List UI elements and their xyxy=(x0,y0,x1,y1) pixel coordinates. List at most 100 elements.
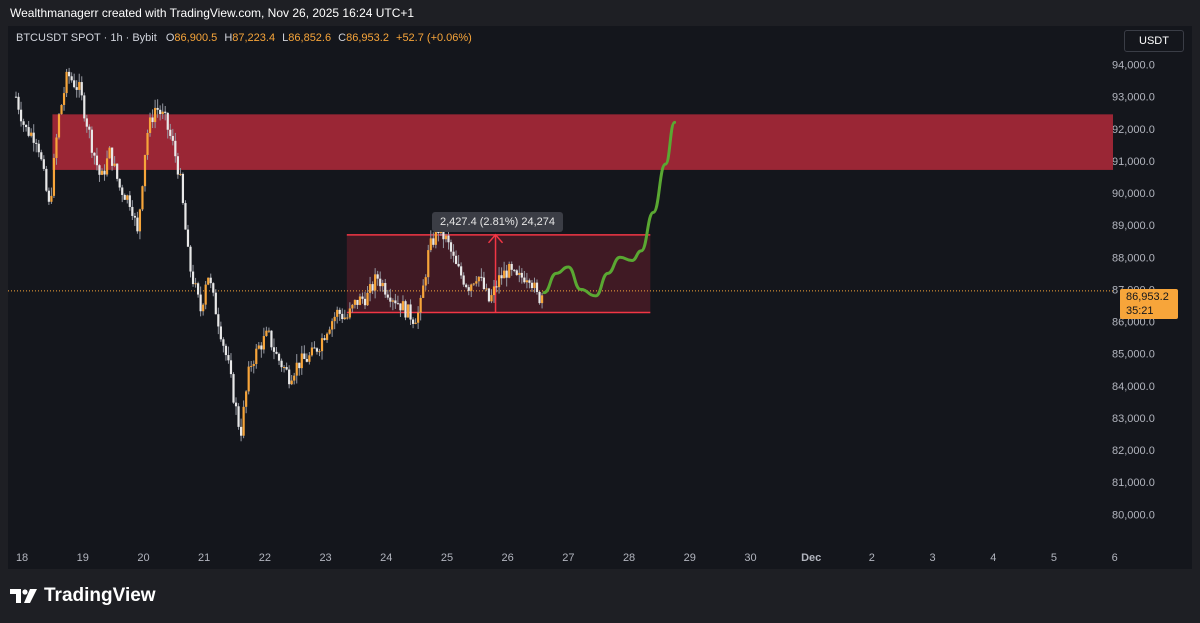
candle-body xyxy=(103,170,106,175)
high-label: H xyxy=(224,32,233,44)
candle-body xyxy=(490,295,493,302)
candle-body xyxy=(394,300,397,304)
candle-body xyxy=(333,316,336,322)
candle-body xyxy=(406,304,410,318)
x-tick-label: 25 xyxy=(441,552,453,564)
candle-body xyxy=(133,215,136,218)
candle-body xyxy=(530,282,534,289)
x-tick-label: 18 xyxy=(16,552,28,564)
change-value: +52.7 (+0.06%) xyxy=(396,32,472,44)
projection-path xyxy=(542,120,677,298)
candle-body xyxy=(164,111,167,113)
logo-text: TradingView xyxy=(44,585,156,606)
candle-body xyxy=(199,294,202,312)
candle-body xyxy=(179,173,182,175)
candle-body xyxy=(270,330,273,348)
candle-body xyxy=(55,137,58,158)
candle-body xyxy=(485,288,488,290)
x-tick-label: 20 xyxy=(137,552,149,564)
candle-body xyxy=(85,118,88,127)
candle-body xyxy=(288,369,291,385)
candle-body xyxy=(434,228,437,245)
candle-body xyxy=(376,274,379,279)
candle-body xyxy=(318,351,321,353)
candle-body xyxy=(191,271,195,285)
candle-body xyxy=(535,282,539,292)
candle-body xyxy=(138,209,142,232)
candle-body xyxy=(250,365,253,367)
candle-body xyxy=(227,355,230,361)
candle-body xyxy=(505,270,508,278)
candle-body xyxy=(465,284,468,288)
candle-body xyxy=(171,135,174,141)
candle-body xyxy=(368,284,372,293)
close-label: C xyxy=(338,32,347,44)
candle-body xyxy=(275,351,278,354)
candle-body xyxy=(25,124,28,128)
ohlc-legend: BTCUSDT SPOT · 1h · Bybit O86,900.5 H87,… xyxy=(16,32,472,44)
candle-body xyxy=(320,338,324,352)
symbol-label[interactable]: BTCUSDT SPOT · 1h · Bybit xyxy=(16,32,157,44)
candle-body xyxy=(343,317,346,320)
candle-body xyxy=(475,281,478,284)
candle-body xyxy=(528,280,531,283)
current-price-tag: 86,953.2 35:21 xyxy=(1120,289,1178,319)
candle-body xyxy=(429,238,432,251)
candle-body xyxy=(419,297,422,313)
candle-body xyxy=(518,272,521,275)
y-tick-label: 92,000.0 xyxy=(1112,124,1155,136)
candle-body xyxy=(98,165,101,175)
candle-body xyxy=(90,129,93,153)
x-tick-label: 30 xyxy=(744,552,756,564)
candle-body xyxy=(482,277,485,290)
x-tick-label: 4 xyxy=(990,552,996,564)
candle-body xyxy=(131,206,134,216)
candle-body xyxy=(323,338,326,340)
candle-body xyxy=(242,406,245,436)
candle-body xyxy=(295,362,298,376)
candle-body xyxy=(338,309,341,314)
candle-body xyxy=(35,142,38,144)
tradingview-logo[interactable]: TradingView xyxy=(10,585,156,607)
candle-body xyxy=(222,339,225,346)
candle-body xyxy=(118,178,121,188)
candle-body xyxy=(88,126,91,130)
candle-body xyxy=(189,246,192,272)
x-tick-label: 23 xyxy=(319,552,331,564)
candle-body xyxy=(17,96,20,110)
candle-body xyxy=(73,80,76,88)
currency-button[interactable]: USDT xyxy=(1124,30,1184,52)
candle-body xyxy=(280,360,283,368)
candle-body xyxy=(298,362,301,369)
candle-body xyxy=(45,168,48,191)
x-tick-label: 27 xyxy=(562,552,574,564)
candle-body xyxy=(108,147,111,159)
candle-body xyxy=(237,406,240,427)
candle-body xyxy=(37,143,40,153)
candle-body xyxy=(336,309,339,317)
chart-area[interactable]: 94,000.0 93,000.0 92,000.0 91,000.0 90,000.0… xyxy=(8,26,1192,569)
x-tick-label: 28 xyxy=(623,552,635,564)
candle-body xyxy=(351,304,354,309)
candle-body xyxy=(427,250,430,278)
candle-body xyxy=(449,242,453,252)
measure-arrow-head xyxy=(487,233,504,244)
open-label: O xyxy=(165,32,175,44)
candle-body xyxy=(22,121,25,125)
price-chart[interactable]: 94,000.0 93,000.0 92,000.0 91,000.0 90,000.0… xyxy=(8,26,1192,569)
y-tick-label: 80,000.0 xyxy=(1112,509,1155,521)
y-tick-label: 91,000.0 xyxy=(1112,156,1155,168)
candle-body xyxy=(123,194,126,200)
candle-body xyxy=(424,277,427,286)
candle-body xyxy=(52,157,56,196)
y-tick-label: 81,000.0 xyxy=(1112,477,1155,489)
candle-body xyxy=(414,322,417,324)
x-tick-label: 3 xyxy=(930,552,936,564)
close-value: 86,953.2 xyxy=(346,32,389,44)
candle-body xyxy=(159,109,162,115)
candle-body xyxy=(128,195,131,207)
candle-body xyxy=(239,426,243,436)
candle-body xyxy=(277,353,281,361)
range-box xyxy=(346,234,651,313)
candle-body xyxy=(285,367,288,370)
